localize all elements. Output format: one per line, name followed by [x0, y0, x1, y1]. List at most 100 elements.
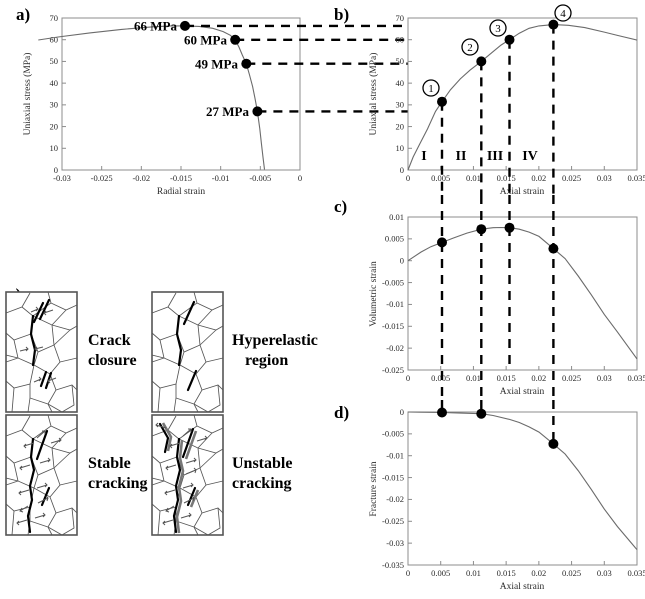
panel-b-xtick-8: 0.035 [627, 173, 645, 183]
panel-b-xtick-5: 0.02 [531, 173, 546, 183]
panel-a-ytick-30: 30 [50, 100, 59, 110]
data-point-c-2 [476, 224, 487, 235]
panel-d-ytick-7: -0.03 [386, 538, 404, 548]
panel-c-xtick-3: 0.01 [466, 373, 481, 383]
panel-d-ytick-4: -0.015 [382, 472, 404, 482]
panel-c-frame [407, 216, 638, 371]
panel-a-ytick-60: 60 [50, 35, 59, 45]
panel-c-xtick-1: 0 [406, 373, 410, 383]
data-point-c-3 [504, 222, 515, 233]
unstable-arrows-4 [155, 422, 208, 526]
panel-d-xlabel: Axial strain [500, 582, 545, 592]
panel-d-xtick-5: 0.02 [531, 568, 546, 578]
crack-lines-4 [158, 422, 200, 534]
panel-e: e) [5, 285, 318, 536]
panel-c-xtick-5: 0.02 [531, 373, 546, 383]
marker-badge-4: 4 [554, 4, 572, 22]
grain-boundaries-1 [5, 291, 78, 413]
panel-c-ytick-4: -0.005 [382, 277, 404, 287]
panel-c-ytick-8: -0.025 [382, 365, 404, 375]
panel-a-ytick-40: 40 [50, 78, 59, 88]
panel-a-ytick-50: 50 [50, 56, 59, 66]
panel-b-xtick-3: 0.01 [466, 173, 481, 183]
panel-b-ytick-60: 60 [396, 35, 405, 45]
panel-b-region-dashlines [440, 24, 555, 195]
marker-badge-2: 2 [461, 38, 479, 56]
panel-d-xtick-6: 0.025 [562, 568, 581, 578]
panel-d-dashlines [440, 400, 555, 444]
panel-b-ytick-50: 50 [396, 56, 405, 66]
panel-c-xtick-7: 0.03 [597, 373, 612, 383]
panel-b-ytick-40: 40 [396, 78, 405, 88]
panel-c-ytick-3: 0 [400, 256, 404, 266]
panel-b-frame [407, 17, 638, 171]
panel-a-frame [61, 17, 301, 171]
panel-e-captions: Crack closure Hyperelastic region Stable… [88, 332, 318, 492]
micrograph-crack-closure [5, 291, 78, 413]
panel-a-xtick-5: -0.01 [212, 173, 230, 183]
panel-b-ytick-70: 70 [396, 13, 405, 23]
panel-d-frame [407, 411, 638, 566]
panel-a-ytick-10: 10 [50, 143, 59, 153]
micrograph-unstable-cracking [151, 414, 224, 536]
panel-a-points: 66 MPa 60 MPa 49 MPa 27 MPa [134, 19, 263, 119]
data-point-27mpa [252, 106, 263, 117]
panel-d-xtick-2: 0.005 [431, 568, 450, 578]
panel-d-points [437, 407, 559, 449]
panel-c-yticks: 0.01 0.005 0 -0.005 -0.01 -0.015 -0.02 -… [382, 212, 412, 375]
panel-d-xticks: 0 0.005 0.01 0.015 0.02 0.025 0.03 0.035 [406, 561, 645, 578]
panel-d-letter: d) [334, 403, 349, 422]
panel-a-dashed-leaders [185, 24, 408, 113]
panel-c-ytick-5: -0.01 [386, 299, 404, 309]
panel-b-region-labels: I II III IV [421, 149, 538, 164]
panel-a-letter: a) [16, 5, 30, 24]
crack-lines-2 [175, 300, 198, 392]
label-27mpa: 27 MPa [206, 104, 249, 119]
panel-c: c) 0.01 0.005 0 -0.005 -0.01 -0.015 -0.0… [334, 195, 645, 400]
panel-c-xlabel: Axial strain [500, 387, 545, 397]
panel-c-ytick-1: 0.01 [389, 212, 404, 222]
panel-a-xtick-4: -0.015 [170, 173, 192, 183]
data-point-1 [437, 96, 447, 107]
micrograph-stable-cracking [5, 414, 78, 536]
panel-b-ytick-20: 20 [396, 121, 405, 131]
panel-d-ytick-2: -0.005 [382, 429, 404, 439]
panel-a-xtick-3: -0.02 [132, 173, 150, 183]
panel-c-xtick-8: 0.035 [627, 373, 645, 383]
marker-label-4: 4 [560, 8, 566, 20]
panel-c-ytick-6: -0.015 [382, 321, 404, 331]
panel-c-xtick-2: 0.005 [431, 373, 450, 383]
data-point-2 [476, 56, 487, 67]
panel-b-xtick-6: 0.025 [562, 173, 581, 183]
data-point-d-2 [476, 408, 487, 419]
panel-a-ytick-20: 20 [50, 121, 59, 131]
caption-hyperelastic-line2: region [245, 352, 288, 369]
region-label-III: III [487, 149, 503, 164]
panel-b-xtick-7: 0.03 [597, 173, 612, 183]
panel-d-yticks: 0 -0.005 -0.01 -0.015 -0.02 -0.025 -0.03… [382, 407, 412, 570]
panel-b-letter: b) [334, 5, 349, 24]
caption-crack-closure-line1: Crack [88, 332, 131, 349]
crack-lines-3 [26, 429, 51, 534]
panel-a-xtick-2: -0.025 [91, 173, 113, 183]
panel-d-ytick-5: -0.02 [386, 494, 404, 504]
marker-badge-1: 1 [422, 79, 440, 97]
region-label-IV: IV [522, 149, 538, 164]
marker-label-3: 3 [495, 23, 501, 35]
panel-d-xtick-3: 0.01 [466, 568, 481, 578]
label-60mpa: 60 MPa [184, 32, 227, 47]
caption-crack-closure-line2: closure [88, 352, 137, 369]
panel-b-xtick-1: 0 [406, 173, 410, 183]
closure-arrows-1 [19, 306, 57, 384]
panel-d-curve [407, 411, 638, 551]
panel-b-ytick-10: 10 [396, 143, 405, 153]
marker-badge-3: 3 [489, 19, 507, 37]
panel-b-ytick-0: 0 [400, 165, 404, 175]
panel-d-ytick-8: -0.035 [382, 560, 404, 570]
caption-stable-line1: Stable [88, 455, 131, 472]
panel-a-curve [38, 25, 266, 170]
caption-unstable-line1: Unstable [232, 455, 292, 472]
data-point-c-1 [437, 237, 447, 248]
panel-b-ylabel: Uniaxial stress (MPa) [368, 53, 379, 136]
